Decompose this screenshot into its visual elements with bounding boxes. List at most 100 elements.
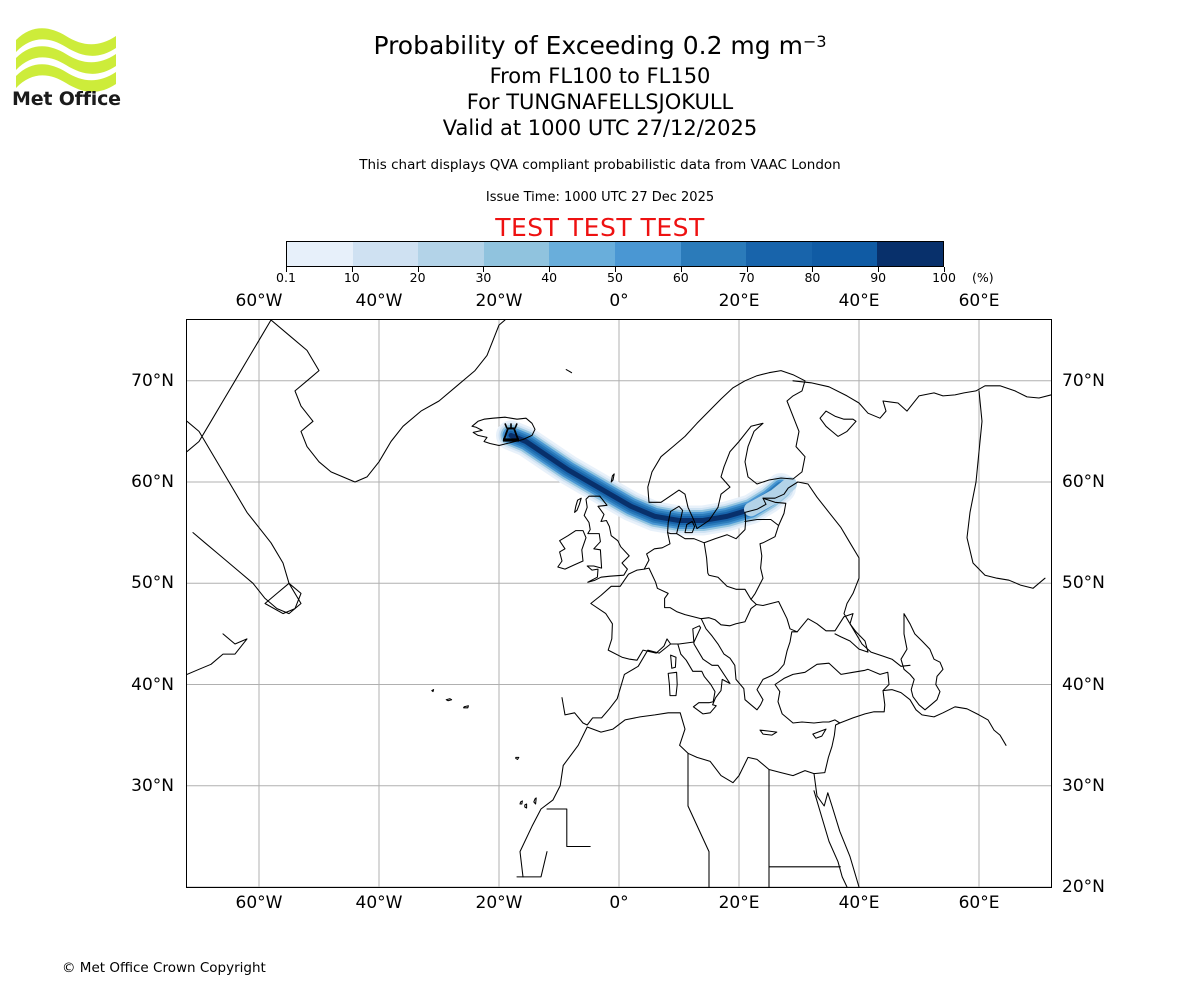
geo-outline [667,671,678,697]
colorbar-tick [351,267,353,272]
geo-outline [187,420,302,615]
plume-tail [744,477,797,517]
geo-outline [463,705,469,709]
colorbar-swatch-0 [287,242,353,266]
lon-tick-label-top: 40°W [355,291,403,311]
geo-outline [744,518,780,600]
ash-probability-plume [496,420,797,536]
colorbar-tick [878,267,880,272]
lat-tick-label-right: 50°N [1062,573,1105,594]
colorbar-swatch-3 [483,242,550,266]
colorbar-tick-label: 10 [343,270,360,285]
colorbar-tick [746,267,748,272]
geo-outline [519,800,523,805]
flight-level-range: From FL100 to FL150 [489,64,711,88]
lat-tick-label-right: 30°N [1062,775,1105,796]
colorbar-tick [483,267,485,272]
geo-outline [583,495,630,583]
map-gridlines [187,320,1051,887]
colorbar-swatch-7 [746,242,812,266]
met-office-logo [12,22,122,117]
geo-outline [533,797,537,805]
volcano-source-marker [502,423,520,442]
volcano-plume-tick-2 [514,423,518,429]
issue-time: Issue Time: 1000 UTC 27 Dec 2025 [485,190,715,205]
colorbar-tick [417,267,419,272]
lon-tick-label-top: 0° [609,291,629,311]
volcano-base [503,438,519,442]
geo-outline [565,369,573,374]
lon-tick-label-top: 60°W [235,291,283,311]
colorbar-swatches [286,241,944,267]
colorbar-tick-label: 80 [804,270,821,285]
geo-outline [647,370,806,530]
geo-outline [687,752,710,887]
colorbar-tick [286,267,287,272]
colorbar-tick-label: 100 [932,270,956,285]
lon-tick-label-top: 40°E [838,291,880,311]
geo-outline [813,790,848,887]
geo-outline [900,613,944,711]
lon-tick-label-bottom: 20°E [718,893,760,913]
geo-outline [610,473,615,483]
geo-outline [819,410,857,437]
geo-outline [270,320,506,483]
colorbar-swatch-4 [549,242,615,266]
geo-outline [557,530,587,570]
probability-colorbar [286,241,944,267]
lat-tick-label-right: 20°N [1062,877,1105,897]
geo-outline [670,654,677,669]
geo-outline [516,851,548,878]
geo-outline [812,728,827,739]
lat-tick-label-left: 70°N [131,370,174,391]
lon-tick-label-bottom: 60°W [235,893,283,913]
geo-outline [524,803,528,809]
lon-tick-label-bottom: 40°E [838,893,880,913]
lon-tick-label-bottom: 0° [609,893,629,913]
lon-tick-label-bottom: 40°W [355,893,403,913]
page-title-text: Probability of Exceeding 0.2 mg m [373,31,803,60]
geo-outline [519,712,841,878]
colorbar-swatch-2 [418,242,484,266]
page-title: Probability of Exceeding 0.2 mg m−3 [0,27,1200,61]
colorbar-tick-label: 60 [672,270,689,285]
geo-outline [667,505,684,535]
colorbar-tick-label: 90 [870,270,887,285]
volcano-name: For TUNGNAFELLSJOKULL [466,90,734,114]
colorbar-swatch-1 [352,242,419,266]
colorbar-swatch-5 [614,242,681,266]
lat-tick-label-left: 30°N [131,775,174,796]
geo-outline [264,582,302,615]
colorbar-swatch-9 [877,242,943,266]
lat-tick-label-right: 40°N [1062,674,1105,695]
colorbar-tick [549,267,551,272]
geo-outline [670,625,731,715]
geo-outline [813,773,860,887]
colorbar-swatch-8 [811,242,878,266]
geo-outline [762,497,787,527]
geo-outline [643,542,757,627]
geo-outline [966,390,1046,589]
geo-outline [774,662,890,724]
geo-outline [792,380,1051,419]
geo-outline [471,416,536,447]
lon-tick-label-top: 20°W [475,291,523,311]
volcano-plume-tick-0 [504,423,508,429]
colorbar-tick-label: 40 [541,270,558,285]
colorbar-tick-label: 30 [475,270,492,285]
geo-outline [515,756,520,760]
geo-outline [684,520,696,534]
geo-outline [187,633,248,676]
test-banner: TEST TEST TEST [495,213,705,242]
geo-outline [561,532,672,726]
map-graphic [187,320,1051,887]
geo-outline [431,689,435,693]
geo-outline [797,481,911,667]
lon-tick-label-top: 60°E [958,291,1000,311]
lat-tick-label-right: 60°N [1062,472,1105,492]
colorbar-swatch-6 [680,242,747,266]
geo-outline [796,613,869,653]
met-office-wave-icon [16,28,116,92]
map-plot-area[interactable] [186,319,1052,888]
colorbar-tick [615,267,616,272]
